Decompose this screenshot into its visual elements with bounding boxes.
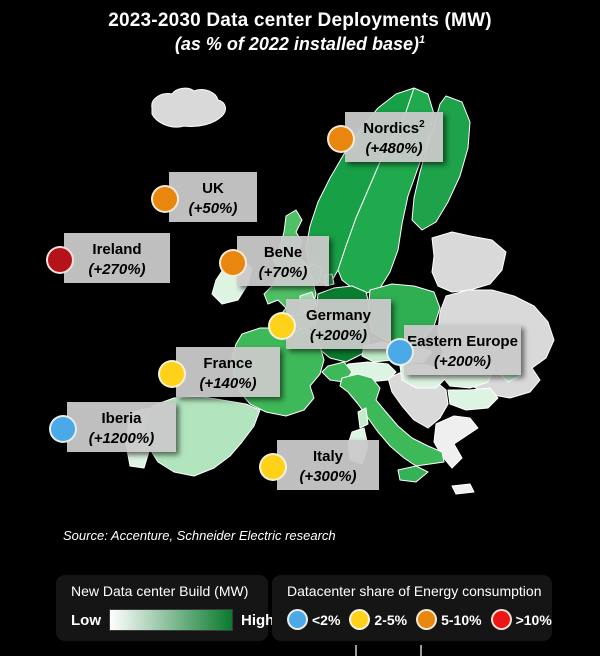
legend-share-item: 2-5% — [349, 609, 407, 630]
region-label-eastern-europe: Eastern Europe (+200%) — [386, 325, 521, 375]
legend-build-box: New Data center Build (MW) Low High — [56, 575, 274, 641]
region-name: BeNe — [263, 244, 303, 261]
page-subtitle-text: (as % of 2022 installed base) — [174, 34, 419, 54]
legend-build-title: New Data center Build (MW) — [71, 583, 249, 599]
legend-dot-blue — [287, 609, 308, 630]
legend-dot-red — [490, 609, 512, 630]
share-dot-italy — [259, 453, 287, 481]
legend-share-label: <2% — [312, 611, 341, 628]
region-name: Italy — [312, 448, 343, 465]
region-name: Ireland — [92, 241, 142, 258]
share-dot-eastern-europe — [386, 338, 414, 366]
region-name: Eastern Europe — [407, 333, 518, 350]
region-growth: (+270%) — [88, 261, 146, 278]
legend-share-label: 5-10% — [441, 611, 482, 628]
bottom-tick-right — [420, 645, 422, 656]
legend-dot-yellow — [349, 609, 371, 630]
region-name: Iberia — [101, 410, 142, 427]
share-dot-germany — [268, 312, 296, 340]
region-growth: (+300%) — [299, 468, 357, 485]
legend-share-label: 2-5% — [374, 611, 408, 628]
region-label-ireland: Ireland (+270%) — [46, 233, 170, 283]
bottom-tick-left — [355, 645, 357, 656]
region-name-footnote: 2 — [419, 119, 425, 130]
region-name: UK — [202, 180, 224, 197]
legend-share-title: Datacenter share of Energy consumption — [287, 583, 542, 599]
country-crete — [451, 483, 475, 495]
page-subtitle-footnote: 1 — [418, 34, 426, 46]
region-growth: (+200%) — [309, 327, 368, 344]
legend-share-item: <2% — [287, 609, 340, 630]
region-label-bene: BeNe (+70%) — [219, 236, 329, 286]
share-dot-iberia — [49, 415, 77, 443]
share-dot-nordics — [327, 125, 355, 153]
region-label-uk: UK (+50%) — [151, 172, 257, 222]
region-name: France — [203, 355, 253, 372]
legend-share-item: >10% — [490, 609, 552, 630]
region-growth: (+480%) — [365, 140, 423, 157]
page-title: 2023-2030 Data center Deployments (MW) — [108, 10, 492, 31]
region-growth: (+50%) — [188, 200, 238, 217]
build-gradient-bar — [109, 609, 233, 631]
region-label-germany: Germany (+200%) — [268, 299, 391, 349]
page-subtitle: (as % of 2022 installed base)1 — [0, 34, 600, 55]
island-sicily — [397, 465, 429, 483]
share-dot-ireland — [46, 246, 74, 274]
legend-share-item: 5-10% — [416, 609, 482, 630]
region-growth: (+1200%) — [88, 430, 155, 447]
legend-dot-orange — [416, 609, 438, 630]
legend-build-low-label: Low — [71, 611, 101, 629]
region-label-iberia: Iberia (+1200%) — [49, 402, 176, 452]
region-label-italy: Italy (+300%) — [259, 440, 379, 490]
region-label-nordics: Nordics2 (+480%) — [327, 112, 443, 162]
region-growth: (+140%) — [199, 375, 257, 392]
share-dot-uk — [151, 185, 179, 213]
region-growth: (+200%) — [433, 353, 492, 370]
legend-share-box: Datacenter share of Energy consumption <… — [272, 575, 552, 641]
region-growth: (+70%) — [258, 264, 308, 281]
region-name: Nordics — [363, 120, 420, 137]
island-corsica — [357, 407, 369, 429]
country-bulgaria — [447, 387, 499, 411]
country-italy — [339, 373, 445, 467]
share-dot-france — [158, 360, 186, 388]
region-name: Germany — [305, 307, 372, 324]
legend-share-label: >10% — [515, 611, 552, 628]
region-label-france: France (+140%) — [158, 347, 280, 397]
legend-build-high-label: High — [241, 611, 275, 629]
country-baltics — [431, 231, 507, 293]
country-iceland — [151, 87, 226, 128]
source-note: Source: Accenture, Schneider Electric re… — [63, 528, 336, 543]
share-dot-bene — [219, 249, 247, 277]
